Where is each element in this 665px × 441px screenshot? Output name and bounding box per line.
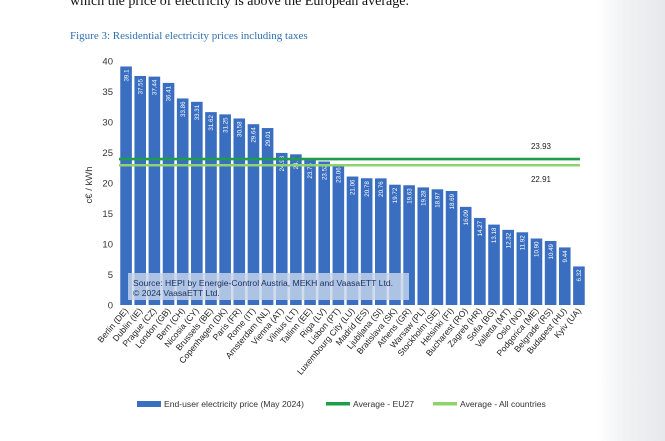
intro-text: which the price of electricity is above … <box>70 0 409 9</box>
bar-value-label: 18.69 <box>449 193 456 209</box>
bar-value-label: 31.62 <box>208 115 215 131</box>
y-tick-label: 0 <box>108 301 113 312</box>
bars-group: 39.1 37.55 37.44 36.41 33.86 33.31 31.62 31.25 3… <box>120 66 585 306</box>
bar <box>191 101 203 306</box>
source-note: Source: HEPI by Energie-Control Austria,… <box>128 273 409 300</box>
legend-label-bar: End-user electricity price (May 2024) <box>164 399 304 409</box>
bar-value-label: 23.52 <box>321 164 328 180</box>
bar <box>573 266 585 305</box>
x-axis-labels: Berlin (DE)Dublin (IE)Prague (CZ)London … <box>95 306 583 377</box>
bar <box>474 217 486 305</box>
bar-value-label: 20.78 <box>364 181 371 197</box>
bar-value-label: 11.92 <box>520 235 527 251</box>
bar-value-label: 13.18 <box>491 227 498 243</box>
bar <box>360 178 373 305</box>
bar <box>275 152 288 305</box>
bar-value-label: 19.72 <box>392 187 399 203</box>
bar <box>516 232 529 305</box>
y-tick-label: 30 <box>102 118 113 129</box>
bar <box>304 160 316 305</box>
bar-value-label: 31.25 <box>222 117 229 133</box>
y-tick-label: 35 <box>102 87 113 98</box>
bar-value-label: 21.06 <box>350 179 357 195</box>
bar-value-label: 33.31 <box>194 104 201 120</box>
bar-value-label: 6.32 <box>576 269 583 282</box>
bar-value-label: 29.64 <box>251 127 258 143</box>
bar-value-label: 24.7 <box>293 157 300 170</box>
bar <box>375 178 387 305</box>
y-tick-label: 15 <box>102 209 113 220</box>
bar-value-label: 23.06 <box>336 167 343 183</box>
bar-value-label: 23.75 <box>307 163 314 179</box>
bar-value-label: 10.90 <box>534 241 541 257</box>
bar <box>403 185 415 305</box>
bar <box>346 176 359 305</box>
bar <box>558 247 571 305</box>
y-tick-label: 20 <box>102 179 113 190</box>
average-value-label: 23.93 <box>531 142 552 151</box>
bar <box>134 75 147 305</box>
bar-value-label: 18.97 <box>435 192 442 208</box>
bar <box>176 98 189 305</box>
bar-value-label: 37.44 <box>152 79 159 95</box>
bar <box>205 112 217 305</box>
bar-value-label: 19.28 <box>420 190 427 206</box>
bar <box>389 184 401 305</box>
bar-value-label: 29.01 <box>265 130 272 146</box>
bar <box>530 238 543 305</box>
y-tick-label: 40 <box>102 57 113 68</box>
bar <box>459 206 472 305</box>
bar-value-label: 19.63 <box>406 188 413 204</box>
bar <box>290 154 302 305</box>
y-axis: 0 5 10 15 20 25 30 35 40 <box>102 57 113 312</box>
bar-value-label: 37.55 <box>137 78 144 94</box>
bar <box>502 229 514 305</box>
bar <box>148 76 161 305</box>
page-edge-shadow <box>598 0 665 441</box>
bar <box>233 118 246 305</box>
bar <box>162 82 175 305</box>
figure-caption: Figure 3: Residential electricity prices… <box>70 30 308 42</box>
bar-value-label: 30.58 <box>236 121 243 137</box>
bar-value-label: 39.1 <box>123 69 130 82</box>
source-background <box>128 273 409 300</box>
bar-value-label: 16.09 <box>463 209 470 225</box>
bar <box>488 224 500 305</box>
legend-label-all: Average - All countries <box>460 399 546 409</box>
bar <box>445 190 458 305</box>
bar-value-label: 36.41 <box>166 85 173 101</box>
y-tick-label: 10 <box>102 240 113 251</box>
legend-swatch-bar <box>137 401 161 407</box>
legend-label-eu27: Average - EU27 <box>353 399 414 409</box>
bar <box>417 187 430 305</box>
legend-swatch-eu27 <box>326 402 350 406</box>
bar-value-label: 14.27 <box>477 220 484 236</box>
bar <box>120 66 132 306</box>
source-line-2: © 2024 VaasaETT Ltd. <box>133 288 220 298</box>
bar <box>261 128 274 305</box>
legend-swatch-all <box>433 402 457 406</box>
y-tick-label: 25 <box>102 148 113 159</box>
bar-value-label: 24.93 <box>279 155 286 171</box>
bar-value-label: 20.76 <box>378 181 385 197</box>
bar <box>332 164 345 305</box>
bar <box>544 241 557 305</box>
bar-value-label: 12.32 <box>505 232 512 248</box>
bar <box>318 161 330 305</box>
y-tick-label: 5 <box>108 270 113 281</box>
average-value-label: 22.91 <box>531 175 552 184</box>
bar-value-label: 10.49 <box>548 243 555 259</box>
legend: End-user electricity price (May 2024) Av… <box>137 399 546 409</box>
bar-value-label: 33.86 <box>180 101 187 117</box>
bar <box>219 114 231 305</box>
source-line-1: Source: HEPI by Energie-Control Austria,… <box>133 278 393 288</box>
average-lines: 23.93 22.91 <box>119 142 580 184</box>
bar <box>247 124 260 305</box>
bar <box>431 189 444 305</box>
bar-value-label: 9.44 <box>562 250 569 263</box>
y-axis-title: c€ / kWh <box>84 167 95 204</box>
